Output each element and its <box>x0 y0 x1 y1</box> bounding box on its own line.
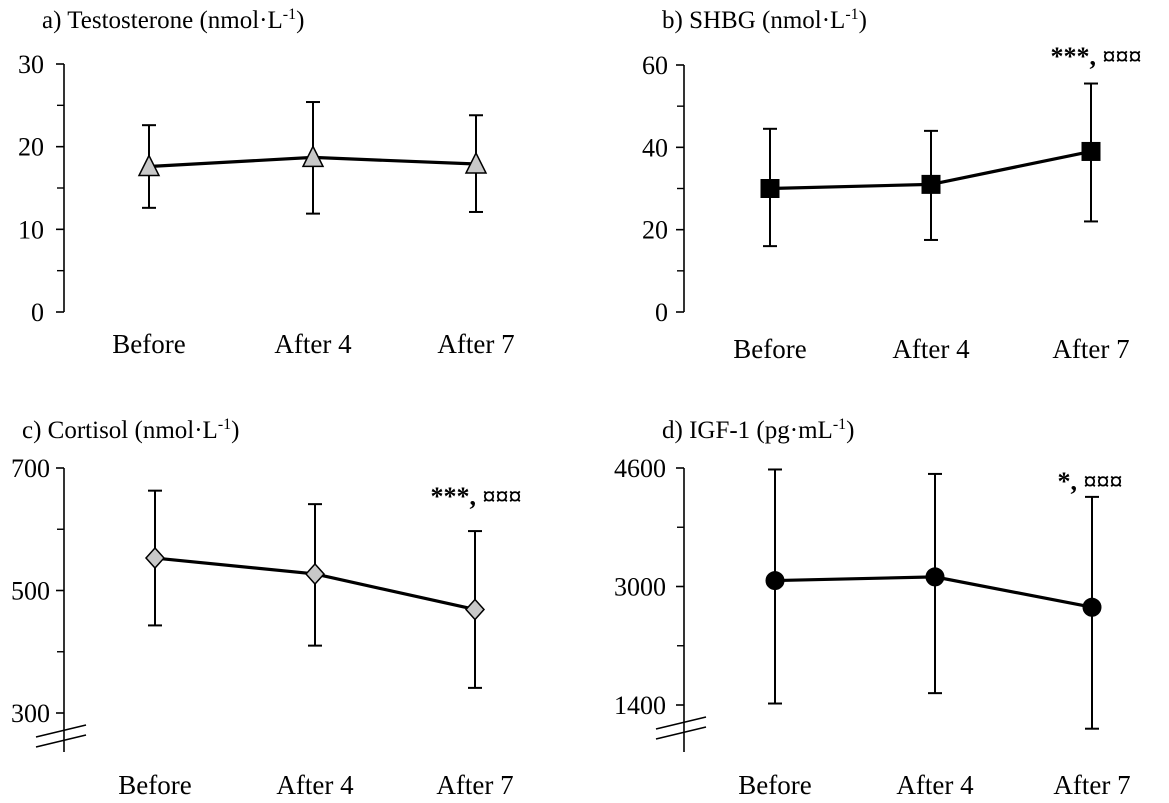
data-point-circle <box>1082 597 1102 617</box>
y-tick-label: 10 <box>18 215 44 244</box>
axis-break-mark <box>35 724 87 738</box>
x-tick-label: Before <box>118 770 191 800</box>
x-tick-label: After 7 <box>436 770 513 800</box>
title-superscript: -1 <box>833 416 846 433</box>
data-point-diamond <box>464 598 486 621</box>
x-tick-label: After 7 <box>437 329 514 359</box>
y-tick-label: 20 <box>18 133 44 162</box>
y-tick-label: 4600 <box>614 454 666 483</box>
panel-title: b) SHBG (nmol·L-1) <box>662 6 867 34</box>
y-tick-label: 40 <box>642 133 668 162</box>
y-tick-label: 20 <box>642 216 668 245</box>
x-tick-label: Before <box>112 329 185 359</box>
axis-break-mark <box>655 726 707 740</box>
data-point-diamond <box>144 546 166 570</box>
panel-b: b) SHBG (nmol·L-1) 0 20 40 60 Before After 4 Af… <box>642 6 1142 364</box>
significance-annotation: ***, ¤¤¤ <box>1051 42 1142 71</box>
title-main: b) SHBG (nmol·L <box>662 7 845 34</box>
data-point-circle <box>765 571 785 591</box>
title-superscript: -1 <box>218 416 231 433</box>
title-superscript: -1 <box>845 6 858 23</box>
title-main: a) Testosterone (nmol·L <box>42 7 283 34</box>
y-tick-label: 500 <box>11 577 50 606</box>
significance-annotation: *, ¤¤¤ <box>1058 467 1123 496</box>
y-tick-label: 700 <box>11 454 50 483</box>
y-tick-label: 1400 <box>614 691 666 720</box>
panel-a: a) Testosterone (nmol·L-1) 0 10 20 30 Before A… <box>18 6 515 359</box>
panel-title: a) Testosterone (nmol·L-1) <box>42 6 304 34</box>
data-point-triangle <box>301 144 325 168</box>
data-point-triangle <box>464 151 488 174</box>
x-tick-label: After 4 <box>896 770 974 800</box>
panel-title: c) Cortisol (nmol·L-1) <box>22 416 239 444</box>
panel-title: d) IGF-1 (pg·mL-1) <box>662 416 854 444</box>
y-tick-label: 30 <box>18 50 44 79</box>
data-point-square <box>921 174 941 194</box>
x-tick-label: Before <box>733 334 806 364</box>
significance-annotation: ***, ¤¤¤ <box>431 482 522 511</box>
title-superscript: -1 <box>283 6 296 23</box>
x-tick-label: After 4 <box>274 329 352 359</box>
x-tick-label: After 4 <box>892 334 970 364</box>
data-point-triangle <box>137 153 161 177</box>
axis-break-mark <box>655 716 707 730</box>
x-tick-label: Before <box>738 770 811 800</box>
title-close: ) <box>846 417 854 444</box>
x-tick-label: After 7 <box>1053 770 1130 800</box>
y-tick-label: 3000 <box>614 573 666 602</box>
y-tick-label: 0 <box>31 298 44 327</box>
y-tick-label: 60 <box>642 51 668 80</box>
title-close: ) <box>859 7 867 34</box>
y-tick-label: 0 <box>655 298 668 327</box>
axis-break-mark <box>35 734 87 748</box>
title-main: d) IGF-1 (pg·mL <box>662 417 833 444</box>
x-tick-label: After 7 <box>1052 334 1129 364</box>
title-close: ) <box>231 417 239 444</box>
data-point-square <box>1081 141 1101 161</box>
title-main: c) Cortisol (nmol·L <box>22 417 218 444</box>
y-tick-label: 300 <box>11 699 50 728</box>
data-point-square <box>760 179 780 198</box>
panel-c: c) Cortisol (nmol·L-1) 300 500 700 Before Aft… <box>11 416 522 800</box>
title-close: ) <box>296 7 304 34</box>
x-tick-label: After 4 <box>276 770 354 800</box>
data-point-circle <box>925 567 945 587</box>
panel-d: d) IGF-1 (pg·mL-1) 1400 3000 4600 Before Afte… <box>614 416 1131 800</box>
data-point-diamond <box>304 562 326 586</box>
